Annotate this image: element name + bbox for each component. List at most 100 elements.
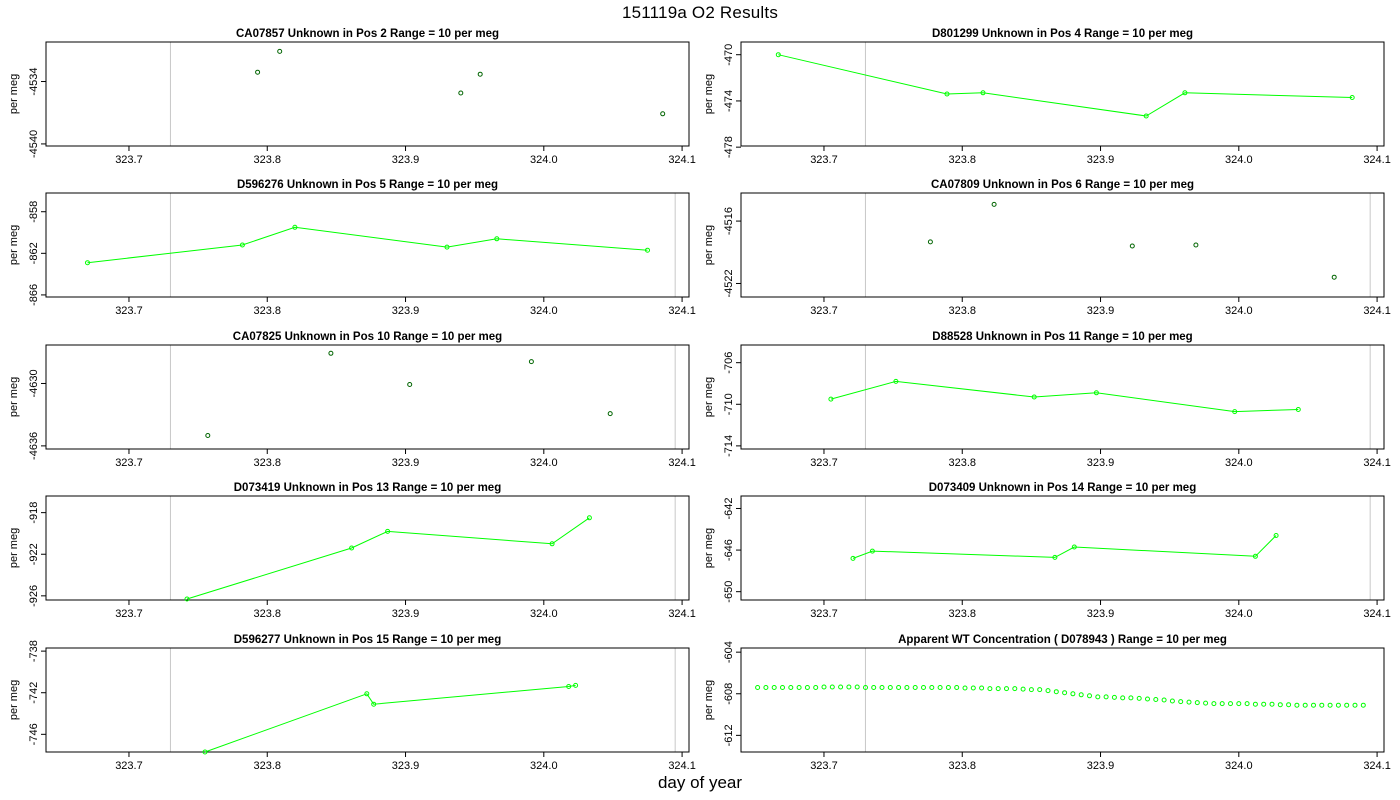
panel-1-data-point-1 — [255, 69, 261, 75]
panel-3-x-tick-label-4: 324.0 — [530, 305, 558, 317]
panel-8-data-point-2 — [869, 548, 875, 554]
panel-7-y-tick-label-3: -926 — [28, 585, 40, 607]
x-axis-title: day of year — [657, 773, 743, 792]
panel-10-frame — [740, 647, 1385, 753]
panel-8-x-tick-label-1: 323.7 — [810, 608, 838, 620]
panel-9-x-tick-label-3: 323.9 — [392, 760, 420, 772]
panel-4-x-tick-label-2: 323.8 — [948, 305, 976, 317]
panel-7-y-tick-label-1: -918 — [28, 502, 40, 524]
panel-2-title: D801299 Unknown in Pos 4 Range = 10 per … — [932, 28, 1193, 40]
panel-10-data-point-70 — [1327, 702, 1333, 708]
panel-5-y-tick-label-1: -4630 — [28, 369, 40, 397]
panel-10-data-point-73 — [1352, 702, 1358, 708]
panel-2-y-tick-label-3: -478 — [723, 136, 735, 158]
panel-2-x-tick-label-2: 323.8 — [948, 154, 976, 166]
panel-3-data-point-2 — [239, 242, 245, 248]
panel-1-data-point-3 — [458, 90, 464, 96]
panel-2-y-tick-label-2: -474 — [723, 90, 735, 112]
panel-6-x-tick-label-1: 323.7 — [810, 457, 838, 469]
panel-1-frame — [45, 41, 690, 147]
panel-10-data-point-50 — [1161, 697, 1167, 703]
panel-9-x-tick-label-2: 323.8 — [253, 760, 281, 772]
panel-10-data-point-55 — [1203, 700, 1209, 706]
page-title: 151119a O2 Results — [621, 3, 779, 22]
panel-6-x-tick-label-3: 323.9 — [1087, 457, 1115, 469]
panel-2-x-tick-label-5: 324.1 — [1363, 154, 1391, 166]
panel-8-data-point-3 — [1052, 554, 1058, 560]
panel-1-x-tick-label-4: 324.0 — [530, 154, 558, 166]
panel-10-data-point-65 — [1286, 702, 1292, 708]
panel-9-y-tick-label-1: -738 — [28, 640, 40, 662]
panel-6-data-point-1 — [828, 396, 834, 402]
panel-7-y-tick-label-2: -922 — [28, 543, 40, 565]
panel-10-data-point-39 — [1070, 691, 1076, 697]
panel-10-data-point-54 — [1194, 700, 1200, 706]
panel-9-title: D596277 Unknown in Pos 15 Range = 10 per… — [234, 634, 501, 646]
panel-2-data-point-1 — [775, 52, 781, 58]
panel-9-x-tick-label-4: 324.0 — [530, 760, 558, 772]
panel-5-frame — [45, 344, 690, 450]
panel-5-data-point-1 — [205, 433, 211, 438]
panel-2-x-tick-label-4: 324.0 — [1225, 154, 1253, 166]
panel-7-data-point-4 — [549, 541, 555, 547]
panel-6-y-axis-label: per meg — [703, 377, 715, 417]
panel-1-data-point-4 — [477, 71, 483, 77]
panel-1-y-tick-label-2: -4540 — [28, 130, 40, 158]
panel-3-y-axis-label: per meg — [8, 225, 20, 265]
panel-10-data-point-47 — [1136, 695, 1142, 701]
panel-10-data-point-53 — [1186, 699, 1192, 705]
panel-3-series-line — [87, 226, 648, 264]
panel-8-y-tick-label-3: -650 — [723, 581, 735, 603]
panel-10-data-point-41 — [1087, 693, 1092, 699]
panel-9-y-tick-label-2: -742 — [28, 682, 40, 704]
panel-6-y-tick-label-1: -706 — [723, 352, 735, 374]
panel-10-data-point-45 — [1120, 695, 1126, 701]
panel-10-data-point-33 — [1020, 686, 1026, 692]
panel-10-y-tick-label-3: -612 — [723, 724, 735, 746]
panel-10-data-point-9 — [821, 684, 827, 690]
panel-10-data-point-68 — [1311, 702, 1316, 708]
panel-10-data-point-20 — [912, 685, 918, 690]
panel-3-data-point-1 — [85, 260, 90, 266]
panel-10-data-point-14 — [863, 685, 868, 690]
panel-1-x-tick-label-5: 324.1 — [668, 154, 696, 166]
panel-10-data-point-57 — [1219, 701, 1225, 707]
panel-10-data-point-52 — [1178, 699, 1184, 705]
panel-10-data-point-64 — [1277, 702, 1283, 708]
panel-6-data-point-6 — [1295, 407, 1301, 412]
panel-10-y-tick-label-2: -608 — [723, 683, 735, 705]
panel-10-data-point-63 — [1269, 701, 1275, 707]
panel-8-data-point-4 — [1071, 544, 1077, 550]
panel-5-x-tick-label-2: 323.8 — [253, 457, 281, 469]
panel-10-data-point-32 — [1012, 686, 1018, 692]
panel-10-data-point-37 — [1053, 689, 1059, 695]
panel-10-data-point-40 — [1078, 692, 1084, 698]
panel-9-data-point-1 — [202, 749, 208, 755]
panel-4-x-tick-label-1: 323.7 — [810, 305, 838, 317]
panel-6-data-point-5 — [1232, 409, 1238, 415]
panel-8-x-tick-label-5: 324.1 — [1363, 608, 1391, 620]
panel-7-series-line — [186, 517, 590, 600]
panel-7-data-point-3 — [385, 528, 391, 534]
panel-4-x-tick-label-4: 324.0 — [1225, 305, 1253, 317]
panel-3-y-tick-label-2: -862 — [28, 242, 40, 264]
panel-1-title: CA07857 Unknown in Pos 2 Range = 10 per … — [236, 28, 499, 40]
panel-10-data-point-16 — [879, 685, 885, 690]
panel-10-data-point-8 — [813, 685, 819, 690]
panel-4-y-axis-label: per meg — [703, 225, 715, 265]
panel-10-data-point-27 — [970, 685, 976, 691]
panel-4-x-tick-label-3: 323.9 — [1087, 305, 1115, 317]
panel-9-data-point-3 — [371, 701, 377, 707]
panel-5-x-tick-label-1: 323.7 — [115, 457, 143, 469]
panel-4-x-tick-label-5: 324.1 — [1363, 305, 1391, 317]
panel-9-frame — [45, 647, 690, 753]
panel-7-data-point-5 — [586, 515, 592, 521]
panel-5-data-point-5 — [607, 411, 613, 417]
panel-3-data-point-5 — [494, 236, 500, 242]
panel-4-data-point-4 — [1193, 242, 1199, 248]
panel-6-y-tick-label-3: -714 — [723, 435, 735, 457]
panel-3-x-tick-label-1: 323.7 — [115, 305, 143, 317]
panel-8-data-point-6 — [1273, 533, 1279, 538]
panel-9-series-line — [204, 684, 576, 753]
panel-2-series-line — [778, 54, 1353, 117]
